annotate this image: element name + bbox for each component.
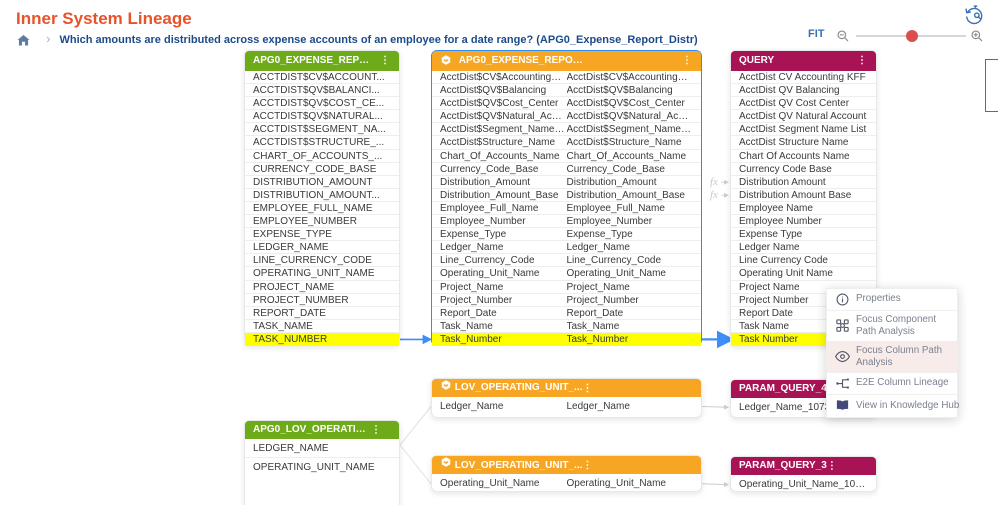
svg-text:fx: fx bbox=[710, 176, 718, 188]
svg-text:fx: fx bbox=[710, 189, 718, 201]
